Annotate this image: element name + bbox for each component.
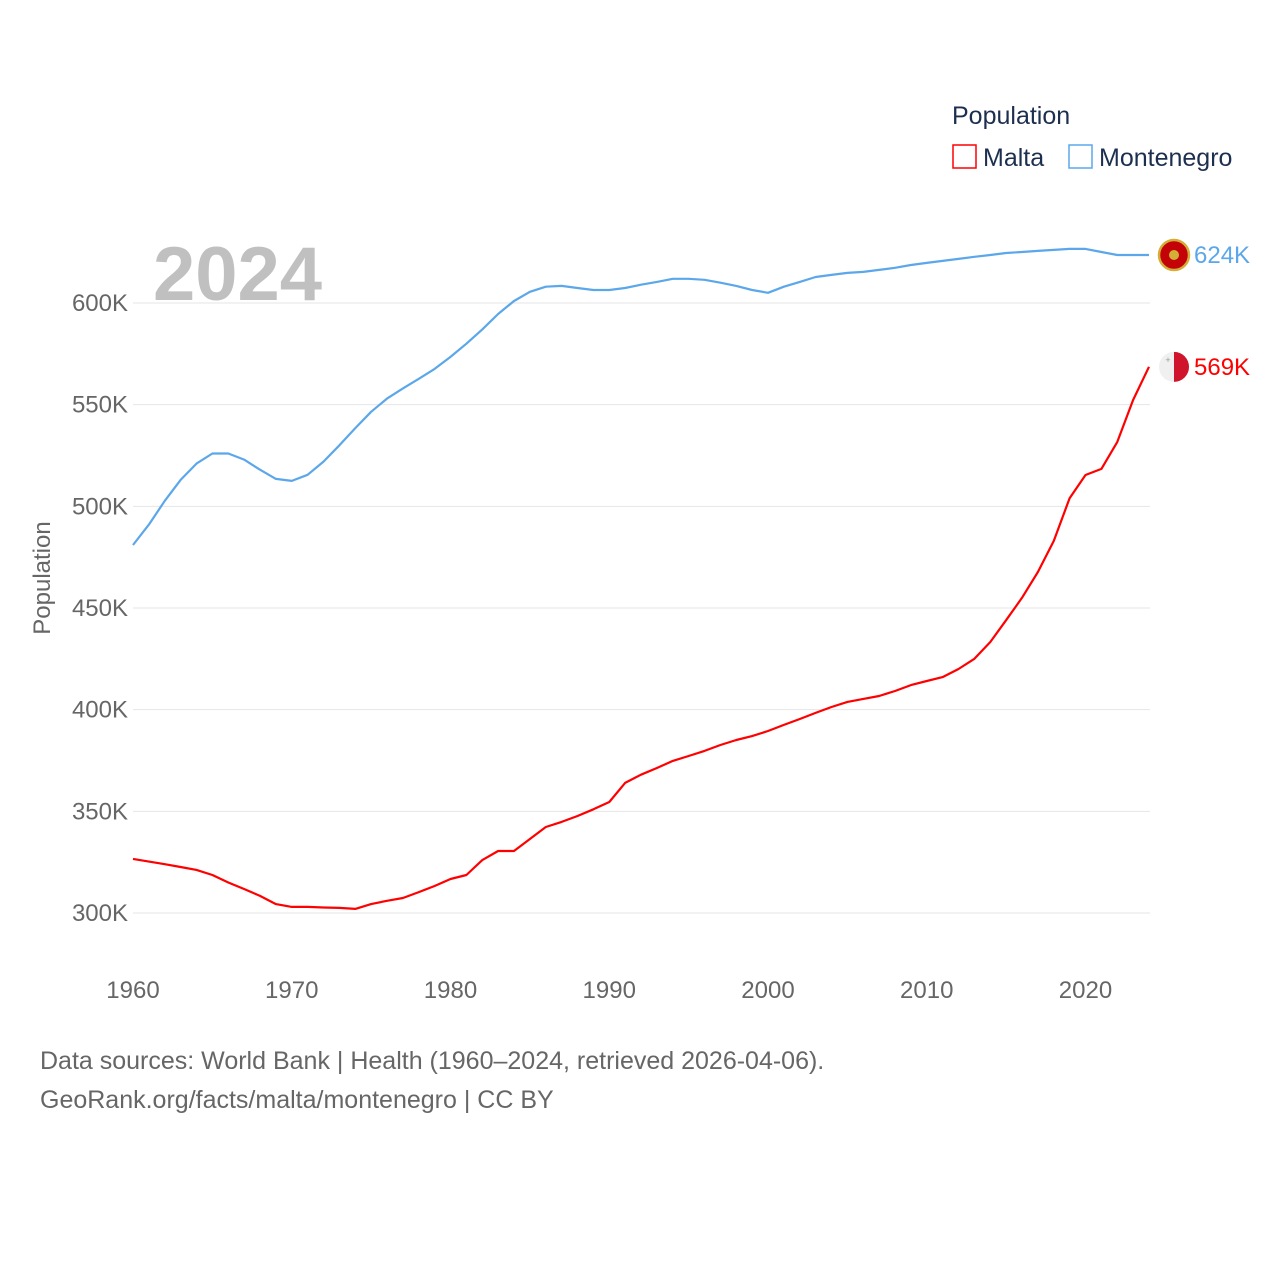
footer-link[interactable]: GeoRank.org/facts/malta/montenegro | CC …	[40, 1086, 554, 1114]
x-tick-label: 2000	[741, 977, 794, 1004]
series-line-montenegro	[132, 247, 1149, 546]
legend-item-montenegro[interactable]: Montenegro	[1068, 144, 1232, 172]
svg-text:+: +	[1165, 355, 1170, 365]
x-tick-label: 1970	[265, 977, 318, 1004]
x-tick-label: 2020	[1059, 977, 1112, 1004]
x-tick-label: 1990	[583, 977, 636, 1004]
legend-label-malta: Malta	[983, 144, 1044, 172]
legend: Population Malta Montenegro	[952, 102, 1232, 172]
y-axis-ticks: 300K 350K 400K 450K 500K 550K 600K	[72, 290, 128, 927]
legend-swatch-montenegro	[1068, 144, 1093, 169]
footer-sources: Data sources: World Bank | Health (1960–…	[40, 1047, 824, 1075]
x-tick-label: 1980	[424, 977, 477, 1004]
year-watermark: 2024	[153, 232, 322, 317]
y-axis-label: Population	[29, 521, 56, 634]
series-end-labels: +569K 624K	[1157, 238, 1250, 382]
x-tick-label: 1960	[106, 977, 159, 1004]
y-tick-label: 350K	[72, 798, 128, 825]
y-tick-label: 300K	[72, 900, 128, 927]
y-tick-label: 600K	[72, 290, 128, 317]
y-tick-label: 500K	[72, 493, 128, 520]
series-lines	[132, 247, 1150, 910]
end-label-montenegro: 624K	[1194, 242, 1250, 269]
x-tick-label: 2010	[900, 977, 953, 1004]
flag-icon-montenegro	[1157, 238, 1191, 272]
y-tick-label: 550K	[72, 392, 128, 419]
legend-swatch-malta	[952, 144, 977, 169]
series-line-malta	[132, 366, 1150, 910]
grid-lines	[133, 302, 1150, 914]
legend-label-montenegro: Montenegro	[1099, 144, 1232, 172]
x-axis-ticks: 1960 1970 1980 1990 2000 2010 2020	[106, 977, 1112, 1004]
legend-item-malta[interactable]: Malta	[952, 144, 1044, 172]
y-tick-label: 400K	[72, 697, 128, 724]
end-label-malta: 569K	[1194, 354, 1250, 381]
y-tick-label: 450K	[72, 595, 128, 622]
legend-title: Population	[952, 102, 1070, 130]
flag-icon-malta: +	[1159, 351, 1189, 382]
